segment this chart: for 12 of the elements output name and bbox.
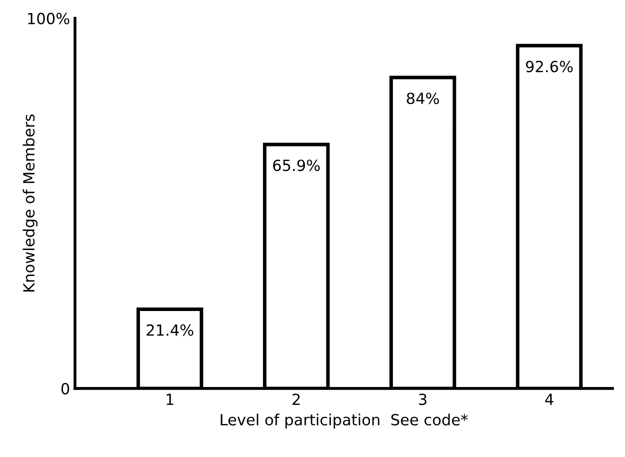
x-axis-title: Level of participation See code* (220, 414, 468, 428)
x-tick-label: 2 (292, 394, 300, 405)
y-axis-title: Knowledge of Members (22, 114, 38, 292)
data-label: 84% (406, 92, 439, 104)
y-tick-label: 100% (28, 12, 70, 24)
x-tick-label: 4 (545, 394, 554, 405)
data-label: 92.6% (526, 60, 573, 72)
x-tick-label: 3 (419, 394, 426, 406)
data-label: 65.9% (273, 160, 320, 172)
y-tick-label: 0 (61, 382, 70, 394)
data-label: 21.4% (146, 324, 194, 336)
x-tick-label: 1 (166, 394, 174, 405)
